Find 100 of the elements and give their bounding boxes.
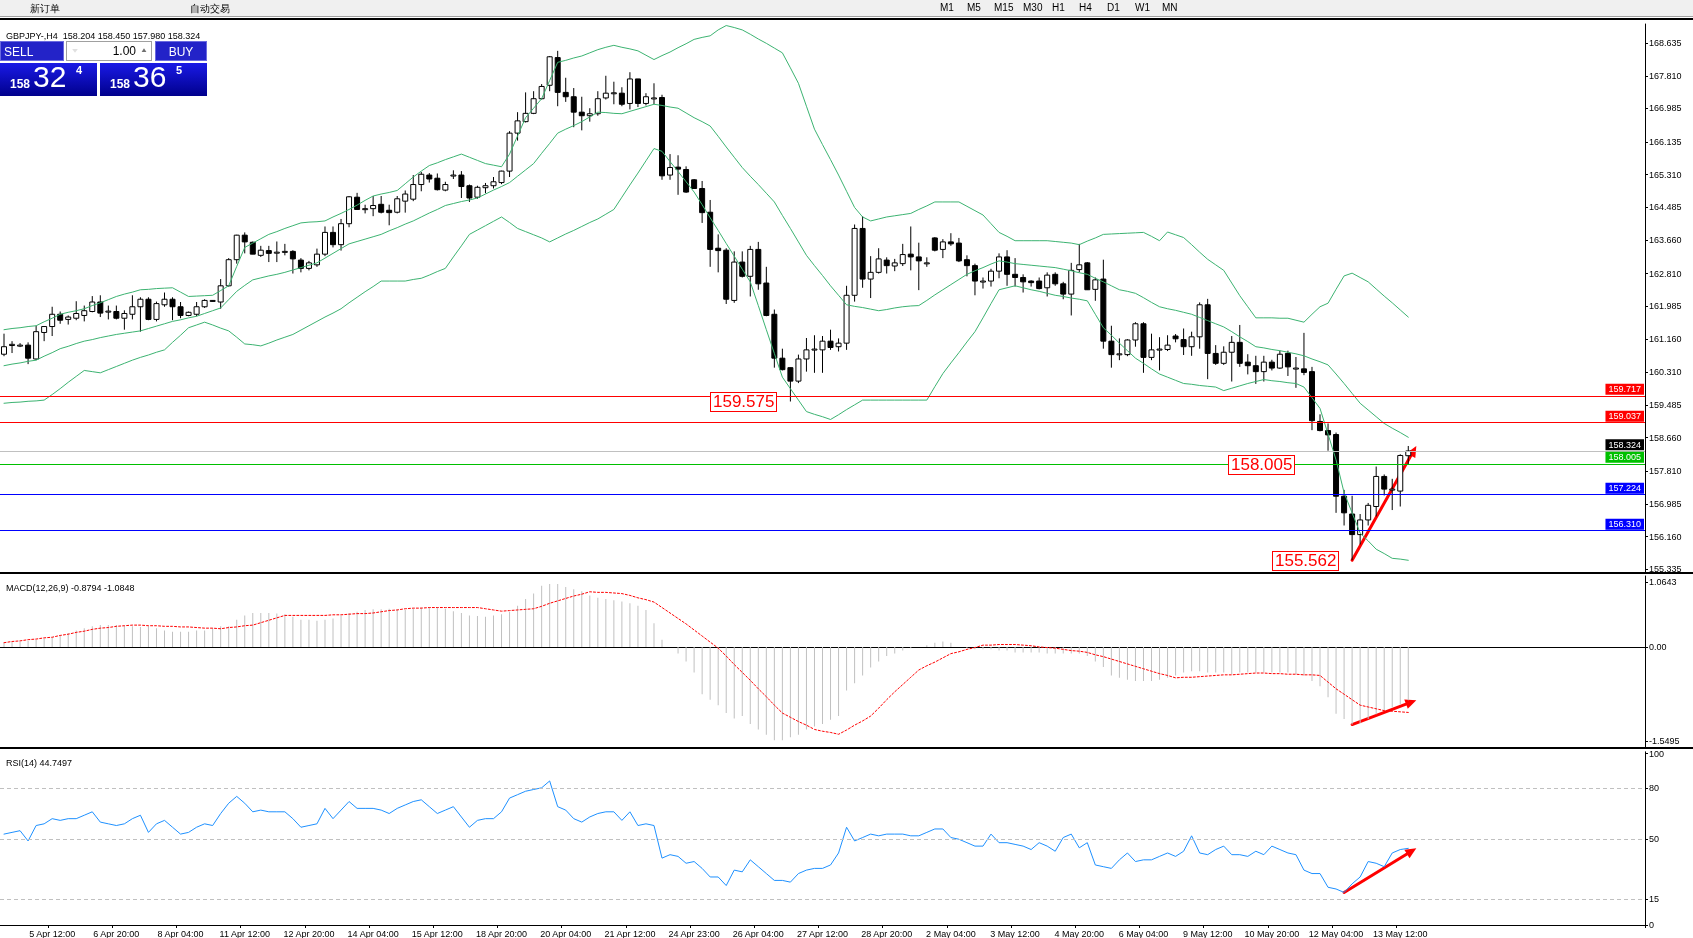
candlestick: [418, 171, 425, 192]
candlestick: [594, 90, 601, 117]
ref-line-label: 159.037: [1608, 411, 1641, 422]
candlestick: [1389, 478, 1396, 511]
text: M15: [994, 2, 1014, 13]
candlestick: [281, 243, 288, 256]
annotation: 158: [110, 77, 131, 91]
candlestick: [1276, 350, 1283, 370]
annotation: 36: [133, 60, 167, 94]
x-tick-label: 14 Apr 04:00: [347, 928, 399, 938]
candlestick: [963, 254, 970, 277]
y-tick-label: 167.810: [1649, 70, 1682, 81]
candlestick: [1068, 262, 1075, 316]
candlestick: [675, 154, 682, 196]
candlestick: [1044, 271, 1051, 297]
text: MN: [1162, 2, 1178, 13]
candlestick: [939, 238, 946, 259]
x-tick-label: 21 Apr 12:00: [604, 928, 656, 938]
y-tick-label: 15: [1649, 894, 1660, 905]
candlestick: [955, 237, 962, 263]
candlestick: [241, 231, 248, 254]
candlestick: [610, 81, 617, 105]
text: GBPJPY-,H4 158.204 158.450 157.980 158.324: [6, 30, 201, 41]
candlestick: [1244, 353, 1251, 375]
text: MACD(12,26,9) -0.8794 -1.0848: [6, 582, 135, 593]
candlestick: [683, 165, 690, 194]
candlestick: [1220, 345, 1227, 366]
x-tick-label: 9 May 12:00: [1182, 928, 1233, 938]
x-tick-label: 26 Apr 04:00: [732, 928, 784, 938]
candlestick: [1004, 249, 1011, 287]
candlestick: [715, 233, 722, 273]
text: H4: [1079, 2, 1092, 13]
y-tick-label: 162.810: [1649, 268, 1682, 279]
candlestick: [1349, 495, 1356, 561]
x-tick-label: 28 Apr 20:00: [861, 928, 913, 938]
x-tick-label: 4 May 20:00: [1054, 928, 1105, 938]
candlestick: [562, 77, 569, 103]
candlestick: [321, 225, 328, 257]
y-tick-label: 160.310: [1649, 367, 1682, 378]
candlestick: [217, 278, 224, 310]
candlestick: [1236, 324, 1243, 368]
text: D1: [1107, 2, 1120, 13]
text: M5: [967, 2, 981, 13]
candlestick: [1341, 489, 1348, 526]
x-tick-label: 3 May 12:00: [990, 928, 1040, 938]
candlestick: [1076, 243, 1083, 273]
line-series: [3, 591, 1409, 735]
candlestick: [1, 333, 8, 357]
y-tick-label: 166.985: [1649, 103, 1682, 114]
candlestick: [410, 174, 417, 202]
candlestick: [1212, 344, 1219, 366]
candlestick: [667, 153, 674, 181]
candlestick: [1260, 355, 1267, 383]
x-tick-label: 20 Apr 04:00: [540, 928, 592, 938]
ref-line-label: 157.224: [1608, 483, 1641, 494]
annotation: 158: [10, 77, 31, 91]
y-tick-label: 80: [1649, 782, 1660, 793]
candlestick: [1365, 502, 1372, 526]
annotation: BUY: [155, 41, 207, 61]
candlestick: [370, 195, 377, 217]
candlestick: [289, 249, 296, 275]
text: RSI(14) 44.7497: [6, 757, 73, 768]
x-tick-label: 5 Apr 12:00: [29, 928, 76, 938]
candlestick: [25, 341, 32, 365]
annotation: 155.562: [1272, 551, 1340, 571]
candlestick: [996, 252, 1003, 279]
y-tick-label: 163.660: [1649, 234, 1682, 245]
text: W1: [1135, 2, 1150, 13]
y-tick-label: 156.160: [1649, 531, 1682, 542]
candlestick: [362, 204, 369, 214]
ref-line-label: 156.310: [1608, 519, 1641, 530]
y-tick-label: 165.310: [1649, 169, 1682, 180]
annotation: 1.00: [111, 43, 136, 59]
candlestick: [1381, 473, 1388, 496]
x-tick-label: 6 Apr 20:00: [93, 928, 140, 938]
x-tick-label: 11 Apr 12:00: [219, 928, 270, 938]
candlestick: [915, 242, 922, 291]
y-tick-label: 155.335: [1649, 564, 1682, 575]
candlestick: [1020, 273, 1027, 294]
y-tick-label: 159.485: [1649, 400, 1682, 411]
candlestick: [570, 87, 577, 128]
candlestick: [907, 225, 914, 271]
candlestick: [1228, 335, 1235, 383]
y-tick-label: 161.985: [1649, 301, 1682, 312]
annotation: 158.005: [1228, 455, 1296, 475]
x-tick-label: 6 May 04:00: [1118, 928, 1169, 938]
candlestick: [1028, 279, 1035, 288]
y-tick-label: 156.985: [1649, 498, 1682, 509]
candlestick: [618, 86, 625, 107]
ref-line-label: 159.717: [1608, 384, 1641, 395]
candlestick: [602, 75, 609, 101]
x-tick-label: 2 May 04:00: [926, 928, 976, 938]
candlestick: [578, 96, 585, 131]
candlestick: [650, 82, 657, 105]
y-tick-label: 161.160: [1649, 333, 1682, 344]
y-tick-label: -1.5495: [1649, 735, 1680, 746]
annotation: 4: [76, 64, 83, 76]
y-tick-label: 157.810: [1649, 466, 1682, 477]
y-tick-label: 158.660: [1649, 432, 1682, 443]
candlestick: [273, 241, 280, 263]
